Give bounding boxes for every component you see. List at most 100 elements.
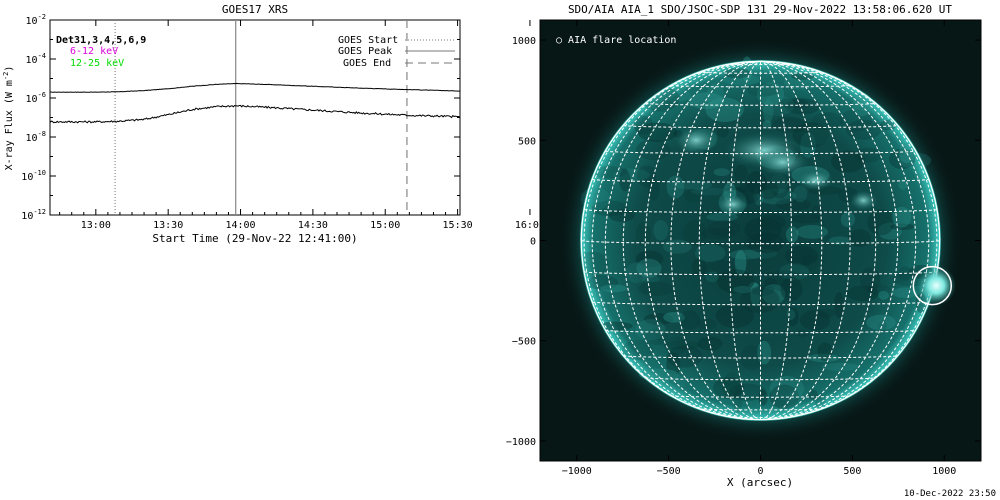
sun-texture-patch xyxy=(786,307,799,327)
sun-texture-patch xyxy=(867,209,895,236)
goes-x-tick-label: 15:30 xyxy=(443,220,473,231)
aia-y-tick-label: 1000 xyxy=(512,36,536,47)
sun-texture-patch xyxy=(854,147,883,163)
goes-x-tick-label: 13:30 xyxy=(153,220,183,231)
sun-texture-patch xyxy=(625,262,649,284)
sun-texture-patch xyxy=(762,120,772,129)
grid-latitude-line xyxy=(670,395,851,398)
det-label: Det31,3,4,5,6,9 xyxy=(56,35,146,46)
sun-texture-patch xyxy=(705,97,744,123)
sun-texture-patch xyxy=(779,263,810,281)
sun-texture-patch xyxy=(834,292,845,318)
sun-texture-patch xyxy=(706,83,725,108)
grid-longitude-line xyxy=(670,60,761,421)
sun-texture-patch xyxy=(641,86,680,112)
grid-longitude-line xyxy=(728,60,761,421)
sun-texture-patch xyxy=(762,284,786,305)
sun-texture-patch xyxy=(746,232,785,254)
sun-texture-patch xyxy=(703,259,738,281)
sun-texture-patch xyxy=(811,112,844,131)
sun-texture-patch xyxy=(888,148,916,170)
goes-series-low-band xyxy=(50,82,461,93)
sun-texture-patch xyxy=(846,119,882,140)
grid-longitude-line xyxy=(604,60,761,421)
aia-legend-text: AIA flare location xyxy=(568,35,676,46)
sun-texture-patch xyxy=(608,209,635,222)
grid-latitude-line xyxy=(591,178,930,183)
goes-y-tick-label: 10-4 xyxy=(26,52,46,66)
aia-x-tick-label: 1000 xyxy=(932,466,956,477)
sun-texture-patch xyxy=(700,227,736,240)
sun-texture-patch xyxy=(821,362,860,371)
sun-texture-patch xyxy=(808,123,831,145)
sun-texture-patch xyxy=(712,377,745,399)
sun-texture-patch xyxy=(715,304,755,328)
sun-texture-patch xyxy=(846,285,879,302)
sun-texture-patch xyxy=(724,68,751,79)
grid-longitude-line xyxy=(591,60,761,420)
sun-texture-patch xyxy=(621,340,654,361)
sun-texture-patch xyxy=(866,314,896,331)
grid-longitude-line xyxy=(760,60,851,421)
aia-legend-label: ○ AIA flare location xyxy=(556,35,676,46)
sun-texture-patch xyxy=(892,287,918,299)
sun-texture-patch xyxy=(790,214,823,224)
sun-texture-patch xyxy=(638,281,675,296)
sun-texture-patch xyxy=(792,122,830,148)
sun-texture-patch xyxy=(828,236,851,245)
grid-longitude-line xyxy=(698,60,761,421)
aia-y-tick-label: −500 xyxy=(512,337,536,348)
sun-texture-patch xyxy=(744,217,782,242)
goes-y-tick-label: 10-10 xyxy=(21,169,46,183)
sun-texture-patch xyxy=(733,388,743,413)
sun-texture-patch xyxy=(739,287,780,314)
sun-texture-patch xyxy=(775,198,812,211)
sun-texture-patch xyxy=(771,117,810,133)
sun-texture-patch xyxy=(801,254,820,271)
sun-texture-patch xyxy=(635,139,671,160)
sun-texture-patch xyxy=(757,188,797,205)
sun-texture-patch xyxy=(756,82,785,106)
goes-ylabel-end: ) xyxy=(4,66,15,72)
aia-footer-timestamp: 10-Dec-2022 23:50 xyxy=(904,489,996,499)
band-low-label: 6-12 keV xyxy=(70,46,118,57)
aia-y-tick-label: 500 xyxy=(518,136,536,147)
sun-texture-patch xyxy=(734,164,748,181)
goes-ylabel-main: X-ray Flux (W m xyxy=(4,80,15,170)
goes-x-tick-label: 13:00 xyxy=(81,220,111,231)
grid-longitude-line xyxy=(760,60,917,421)
sun-texture-patch xyxy=(796,329,809,338)
sun-texture-patch xyxy=(796,224,828,239)
sun-texture-patch xyxy=(633,115,654,135)
active-region xyxy=(716,194,749,215)
sun-texture-patch xyxy=(666,352,681,378)
grid-latitude-line xyxy=(584,271,937,276)
sun-texture-patch xyxy=(663,239,692,254)
sun-texture-patch xyxy=(596,321,633,331)
grid-longitude-line xyxy=(760,60,877,421)
flare-brightening xyxy=(916,265,957,306)
sun-texture-patch xyxy=(767,277,794,291)
sun-texture-patch xyxy=(746,83,780,97)
aia-x-tick-label: −1000 xyxy=(562,466,592,477)
sun-texture-patch xyxy=(793,185,808,203)
sun-texture-patch xyxy=(713,168,730,177)
grid-longitude-line xyxy=(760,60,938,420)
sun-texture-patch xyxy=(722,372,742,399)
sun-texture-patch xyxy=(848,229,871,248)
goes-title: GOES17 XRS xyxy=(222,3,288,16)
sun-texture-patch xyxy=(707,220,741,236)
grid-longitude-line xyxy=(644,60,761,421)
sun-texture-patch xyxy=(811,205,822,219)
flare-location-circle xyxy=(912,265,953,306)
aia-x-tick-label: 500 xyxy=(843,466,861,477)
grid-longitude-line xyxy=(760,60,899,421)
goes-plot-area: 13:00 13:30 14:00 14:30 15:00 15:30 16:00 10-2 1… xyxy=(21,13,545,231)
sun-texture-patch xyxy=(683,219,707,246)
active-region xyxy=(797,170,834,191)
sun-texture-patch xyxy=(769,376,805,401)
sun-texture-patch xyxy=(728,383,767,401)
sun-texture-patch xyxy=(716,269,755,294)
sun-texture-patch xyxy=(591,200,628,217)
sun-texture-patch xyxy=(867,284,891,296)
